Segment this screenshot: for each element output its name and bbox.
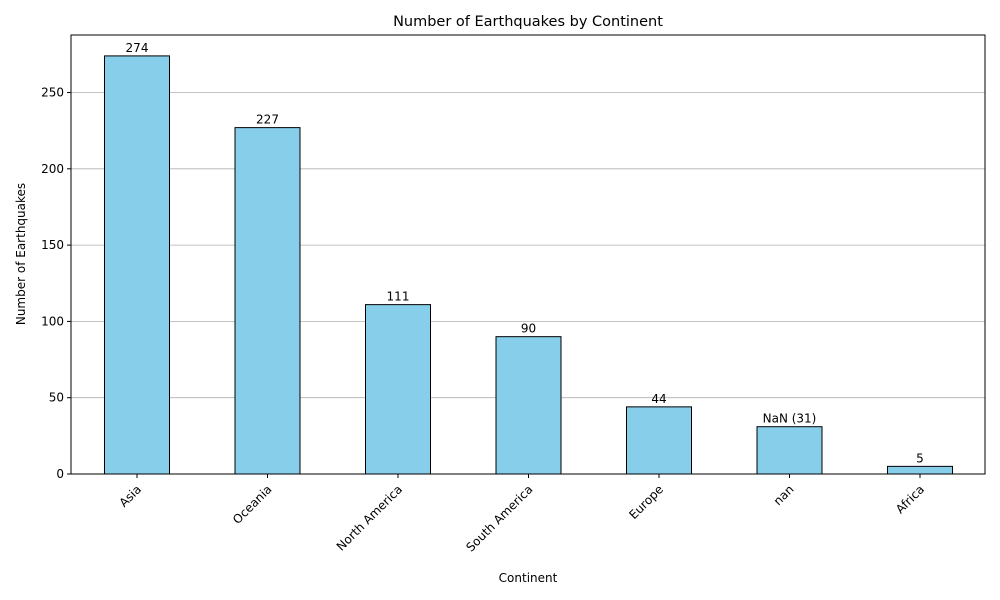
bar-asia bbox=[104, 55, 170, 475]
value-label: 44 bbox=[651, 392, 666, 406]
x-tick-label: nan bbox=[771, 482, 797, 508]
value-labels: 274 227 111 90 44 NaN (31) 5 bbox=[126, 41, 924, 465]
bar-nan bbox=[756, 426, 823, 475]
value-label: NaN (31) bbox=[763, 412, 817, 426]
x-tick-label: North America bbox=[334, 482, 405, 553]
bar-oceania bbox=[234, 127, 301, 475]
bar-europe bbox=[626, 406, 692, 475]
bar-north-america bbox=[365, 304, 431, 475]
value-label: 274 bbox=[126, 41, 149, 55]
y-tick-label: 50 bbox=[49, 391, 64, 405]
x-tick-label: Oceania bbox=[230, 482, 275, 527]
y-tick-label: 150 bbox=[41, 238, 64, 252]
x-axis-label: Continent bbox=[499, 571, 558, 585]
y-tick-label: 100 bbox=[41, 314, 64, 328]
y-axis-label: Number of Earthquakes bbox=[14, 183, 28, 325]
bars bbox=[104, 55, 953, 475]
chart-title: Number of Earthquakes by Continent bbox=[393, 14, 663, 30]
y-tick-label: 200 bbox=[41, 162, 64, 176]
x-tick-label: Europe bbox=[626, 482, 666, 522]
y-tick-label: 0 bbox=[56, 467, 64, 481]
value-label: 111 bbox=[387, 290, 410, 304]
bar-africa bbox=[887, 465, 953, 475]
x-tick-label: South America bbox=[463, 482, 535, 554]
x-tick-label: Asia bbox=[116, 482, 144, 510]
axes: 0 50 100 150 200 250 Asia Oceania North America S… bbox=[41, 34, 986, 554]
value-label: 5 bbox=[916, 451, 924, 465]
plot-frame bbox=[70, 34, 986, 475]
bar-south-america bbox=[495, 336, 562, 475]
x-tick-label: Africa bbox=[893, 482, 927, 516]
grid-lines bbox=[71, 92, 985, 399]
value-label: 90 bbox=[521, 322, 536, 336]
y-tick-label: 250 bbox=[41, 86, 64, 100]
value-label: 227 bbox=[256, 113, 279, 127]
